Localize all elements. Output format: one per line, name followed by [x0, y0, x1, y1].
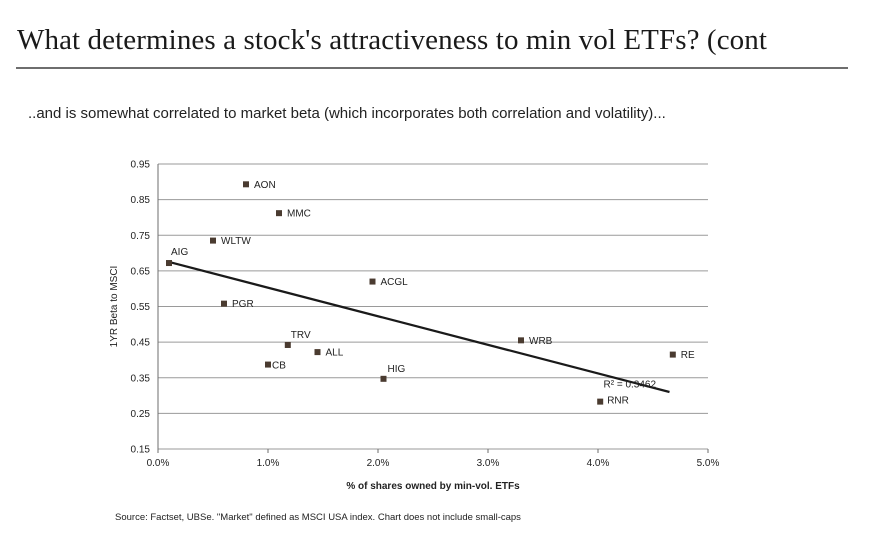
data-point-rnr — [597, 398, 604, 405]
data-point-re — [669, 351, 676, 358]
y-tick-label: 0.35 — [131, 373, 151, 384]
x-tick-label: 0.0% — [147, 458, 170, 469]
x-tick-label: 2.0% — [367, 458, 390, 469]
data-label-re: RE — [681, 350, 695, 361]
data-point-acgl — [369, 278, 376, 285]
data-label-acgl: ACGL — [381, 277, 409, 288]
data-label-cb: CB — [272, 361, 286, 372]
y-tick-label: 0.65 — [131, 266, 151, 277]
x-tick-label: 3.0% — [477, 458, 500, 469]
y-tick-label: 0.75 — [131, 231, 151, 242]
data-label-rnr: RNR — [607, 396, 629, 407]
data-point-pgr — [221, 300, 227, 307]
data-label-aig: AIG — [171, 247, 188, 258]
x-tick-label: 5.0% — [697, 458, 720, 469]
data-point-trv — [284, 341, 291, 348]
x-axis-title: % of shares owned by min-vol. ETFs — [346, 481, 520, 492]
trendline — [168, 260, 670, 394]
data-label-all: ALL — [326, 348, 344, 359]
data-label-wrb: WRB — [529, 336, 553, 347]
y-tick-label: 0.45 — [131, 338, 151, 349]
x-tick-label: 1.0% — [257, 458, 280, 469]
data-label-aon: AON — [254, 180, 276, 191]
r-squared-annotation: R² = 0.3462 — [604, 379, 657, 390]
data-label-pgr: PGR — [232, 299, 254, 310]
data-label-wltw: WLTW — [221, 236, 251, 247]
data-point-all — [314, 349, 321, 356]
data-point-aon — [243, 181, 249, 188]
data-point-mmc — [276, 210, 282, 217]
data-label-trv: TRV — [291, 330, 311, 341]
title-divider — [16, 67, 848, 69]
source-note: Source: Factset, UBSe. "Market" defined … — [115, 512, 521, 523]
data-point-hig — [380, 375, 387, 382]
data-point-wrb — [518, 337, 524, 344]
y-axis-title: 1YR Beta to MSCI — [109, 266, 120, 348]
y-tick-label: 0.95 — [131, 160, 151, 171]
page-title: What determines a stock's attractiveness… — [17, 24, 768, 56]
x-tick-label: 4.0% — [587, 458, 610, 469]
data-point-wltw — [210, 237, 216, 244]
y-tick-label: 0.15 — [131, 445, 151, 456]
data-point-aig — [166, 260, 172, 267]
data-label-hig: HIG — [388, 364, 406, 375]
data-point-cb — [265, 361, 271, 368]
chart-subtitle: ..and is somewhat correlated to market b… — [28, 105, 666, 122]
y-tick-label: 0.85 — [131, 195, 151, 206]
data-label-mmc: MMC — [287, 209, 311, 220]
y-tick-label: 0.55 — [131, 302, 151, 313]
y-tick-label: 0.25 — [131, 409, 151, 420]
